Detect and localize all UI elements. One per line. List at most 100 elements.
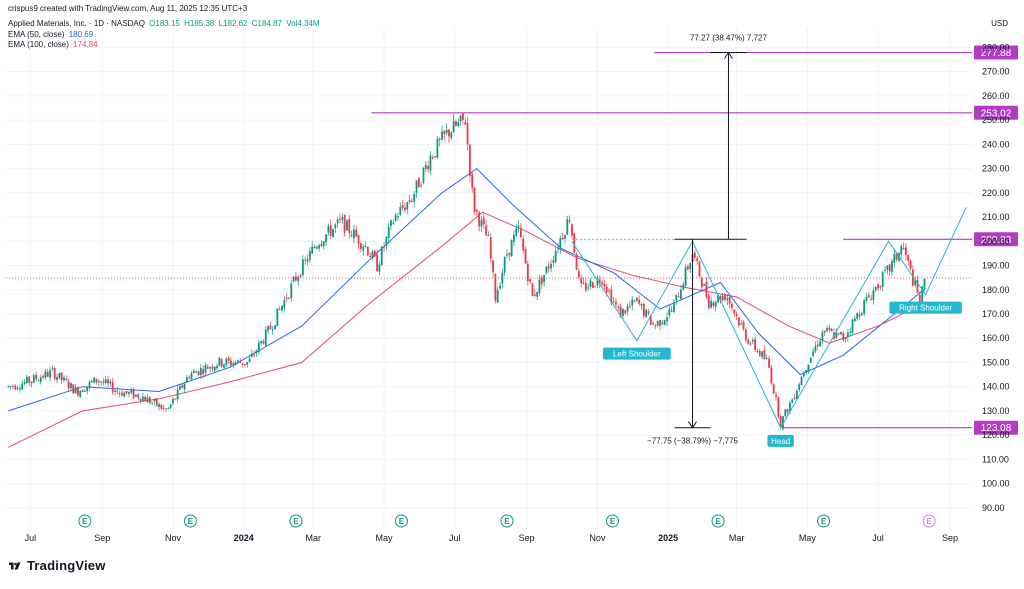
candle-body [169,404,172,408]
candle-body [610,289,613,304]
candle-body [761,351,764,357]
candle-body [659,320,661,326]
candle-body [86,386,89,392]
symbol-legend[interactable]: Applied Materials, Inc. · 1D · NASDAQ O1… [8,19,320,28]
candle-body [501,272,504,284]
candle-body [394,214,397,221]
candle-body [248,358,251,363]
candle-body [116,390,119,392]
candle-body [95,378,98,383]
candle-body [373,250,376,257]
candle-body [97,381,100,383]
candle-body [856,313,859,319]
candle-body [538,279,541,293]
candle-body [438,138,441,140]
candle-body [684,267,687,286]
candle-body [877,284,879,289]
candle-body [448,129,450,137]
candle-body [192,370,195,374]
candle-body [39,377,42,382]
candle-body [775,394,777,397]
earnings-label: E [399,517,405,526]
candle-body [42,375,45,378]
candle-body [90,380,93,382]
candle-body [714,301,717,307]
measure-arrowhead [688,421,697,429]
candle-body [791,399,794,403]
candle-body [738,317,740,326]
candle-body [295,276,297,281]
candle-body [72,384,75,394]
levels: 277.88 253.02 200.83 123.08 [6,45,1018,435]
candle-body [552,260,555,263]
pattern-label-box [602,347,671,360]
candle-body [357,235,360,245]
close-value: C184.87 [251,19,282,28]
candle-body [721,296,724,301]
candle-body [253,354,256,356]
candle-body [564,235,566,239]
candle-body [638,299,641,304]
x-tick-label: Jul [449,533,461,543]
candle-body [587,287,590,289]
candle-body [260,340,263,344]
candle-body [670,310,673,312]
candle-body [179,386,181,390]
candle-body [60,372,63,381]
candle-body [209,367,212,369]
candle-body [213,366,216,371]
candle-body [190,373,193,380]
candle-body [128,392,130,395]
candle-body [809,357,812,363]
candle-body [798,384,801,391]
candle-body [904,247,907,256]
x-tick-label: Mar [729,533,745,543]
tradingview-logo[interactable]: TradingView [8,558,106,573]
candle-body [436,138,439,158]
candle-body [401,205,404,208]
candle-body [923,278,926,288]
candle-body [88,381,91,387]
candle-body [211,366,214,369]
candle-body [524,248,527,264]
candle-body [121,392,123,396]
candle-body [406,202,409,210]
candle-body [445,129,448,133]
candle-body [499,285,501,289]
candle-body [348,219,351,234]
ema100-legend[interactable]: EMA (100, close) 174.84 [8,40,98,49]
candle-body [301,259,304,276]
candle-body [174,398,177,400]
candle-body [724,294,726,300]
candle-body [700,278,703,288]
candle-body [640,304,643,306]
candle-body [329,225,332,236]
y-tick-label: 280.00 [982,42,1010,52]
candle-body [837,333,840,335]
candle-body [902,247,905,250]
ema50-legend[interactable]: EMA (50, close) 180.69 [8,30,93,39]
candle-body [830,329,833,332]
candle-body [543,275,545,283]
candle-body [726,298,729,301]
earnings-label: E [821,517,827,526]
candle-body [390,220,392,226]
earnings-label: E [293,517,299,526]
pattern-label-box [767,434,794,447]
candle-body [589,280,592,287]
candle-body [241,363,244,365]
candle-body [649,315,652,325]
candle-body [485,225,488,236]
candle-body [12,385,14,387]
earnings-label: E [504,517,510,526]
candle-body [202,369,205,375]
candle-body [696,258,699,261]
candle-body [666,317,668,322]
candle-body [615,301,617,305]
x-tick-label: Sep [519,533,535,543]
candle-body [346,220,348,231]
level-tag-label: 200.83 [981,235,1012,246]
candle-body [107,379,109,384]
